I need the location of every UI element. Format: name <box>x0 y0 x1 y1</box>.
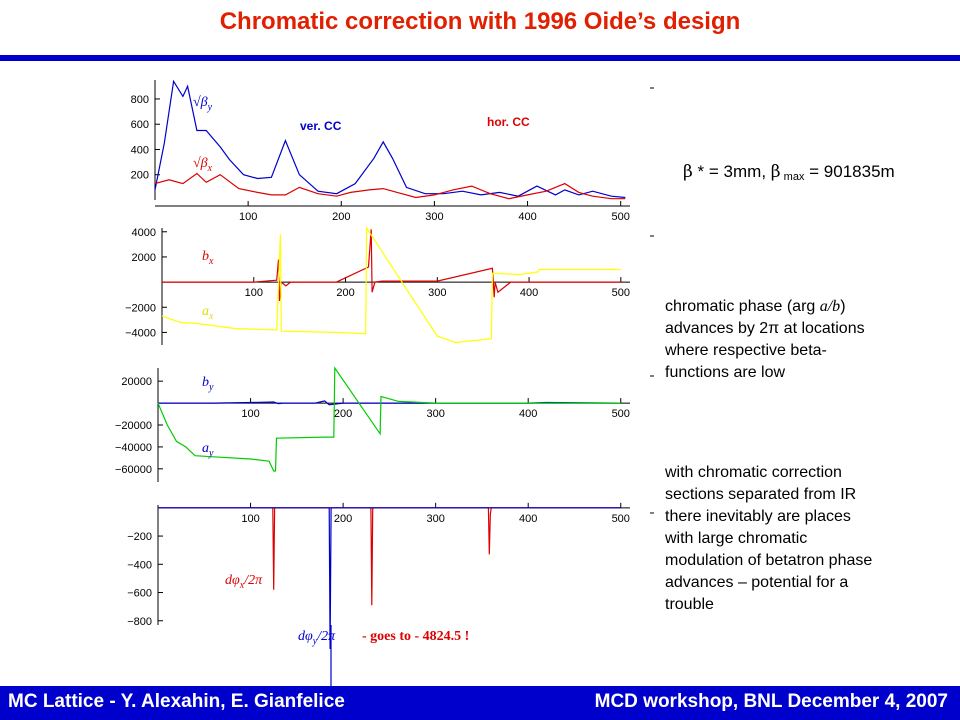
beta-symbol: β <box>683 162 693 182</box>
note2-line: with chromatic correction <box>665 464 842 481</box>
chart-panel-2: 100 200 300 400 500 4000 2000 −2000 −4000 <box>125 226 654 345</box>
ay-label: ay <box>202 441 214 459</box>
series-line <box>161 226 621 344</box>
x-tick-label: 400 <box>519 408 537 420</box>
dphi-x-label: dφx/2π <box>225 573 263 591</box>
y-tick-label: −2000 <box>125 302 156 314</box>
note1-line3: where respective beta- <box>665 342 827 359</box>
x-tick-label: 400 <box>519 513 537 525</box>
note2-line: modulation of betatron phase <box>665 552 873 569</box>
panel-labels: ver. CC hor. CC√βy√βxbxaxbyaydφx/2πdφy/2π… <box>193 95 530 686</box>
x-tick-label: 500 <box>612 513 630 525</box>
x-tick-label: 500 <box>612 408 630 420</box>
x-tick-label: 300 <box>428 287 446 299</box>
bx-label: bx <box>202 249 214 267</box>
y-tick-label: −40000 <box>115 442 152 454</box>
footer-bar: MC Lattice - Y. Alexahin, E. Gianfelice … <box>0 686 960 720</box>
y-tick-label: 200 <box>131 170 149 182</box>
x-tick-label: 300 <box>425 211 443 223</box>
ver-cc-label: ver. CC <box>300 119 342 133</box>
note2-line: trouble <box>665 596 714 613</box>
x-tick-label: 200 <box>334 513 352 525</box>
y-tick-label: 2000 <box>132 252 156 264</box>
hor-cc-label: hor. CC <box>487 115 530 129</box>
y-tick-label: −200 <box>127 531 152 543</box>
x-tick-label: 400 <box>518 211 536 223</box>
y-tick-label: −20000 <box>115 420 152 432</box>
note2-line: there inevitably are places <box>665 508 851 525</box>
x-tick-label: 400 <box>520 287 538 299</box>
sqrt-beta-y-label: √βy <box>193 95 213 113</box>
beta-star-text3: = 901835m <box>804 162 895 181</box>
chart-panel-1: 100 200 300 400 500 200 400 600 800 <box>131 79 654 223</box>
x-tick-label: 500 <box>612 287 630 299</box>
note2-line: with large chromatic <box>665 530 808 547</box>
title-rule <box>0 55 960 61</box>
x-tick-label: 200 <box>336 287 354 299</box>
series-line <box>154 79 626 199</box>
x-tick-label: 200 <box>332 211 350 223</box>
y-tick-label: −60000 <box>115 464 152 476</box>
x-tick-label: 100 <box>241 408 259 420</box>
x-tick-label: 100 <box>245 287 263 299</box>
y-tick-label: −800 <box>127 616 152 628</box>
x-tick-label: 300 <box>426 408 444 420</box>
y-tick-label: −600 <box>127 588 152 600</box>
beta-symbol-2: β <box>770 162 781 182</box>
x-tick-label: 500 <box>612 211 630 223</box>
x-tick-label: 200 <box>334 408 352 420</box>
note-chromatic-phase: chromatic phase (arg a/b) advances by 2π… <box>665 296 865 384</box>
beta-star-note: β * = 3mm, β max = 901835m <box>683 162 895 183</box>
sqrt-beta-x-label: √βx <box>193 156 213 174</box>
y-tick-label: 4000 <box>132 227 156 239</box>
series-line <box>158 507 621 606</box>
note-chromatic-correction: with chromatic correction sections separ… <box>665 462 872 616</box>
note1-line1: chromatic phase (arg a/b) <box>665 298 846 315</box>
x-tick-label: 300 <box>426 513 444 525</box>
ax-label: ax <box>202 304 214 322</box>
y-tick-label: 400 <box>131 144 149 156</box>
chart-panel-4: 100 200 300 400 500 −200 −400 −600 −800 <box>127 502 654 650</box>
note2-line: advances – potential for a <box>665 574 849 591</box>
slide-title: Chromatic correction with 1996 Oide’s de… <box>219 8 741 35</box>
by-label: by <box>202 375 214 393</box>
series-line <box>158 507 621 650</box>
y-tick-label: 20000 <box>121 376 152 388</box>
note2-line: sections separated from IR <box>665 486 857 503</box>
plot-layer: 100 200 300 400 500 200 400 600 800 100 200 300 400 5… <box>115 79 654 686</box>
y-tick-label: −400 <box>127 559 152 571</box>
note1-line4: functions are low <box>665 364 786 381</box>
y-tick-label: 800 <box>131 94 149 106</box>
series-line <box>157 366 621 472</box>
footer-event: MCD workshop, BNL December 4, 2007 <box>594 691 948 712</box>
y-tick-label: 600 <box>131 119 149 131</box>
x-tick-label: 100 <box>239 211 257 223</box>
beta-max-sub: max <box>780 171 805 183</box>
series-line <box>154 172 626 200</box>
x-tick-label: 100 <box>241 513 259 525</box>
note1-line2: advances by 2π at locations <box>665 320 865 337</box>
footer-authors: MC Lattice - Y. Alexahin, E. Gianfelice <box>8 691 345 712</box>
y-tick-label: −4000 <box>125 327 156 339</box>
beta-star-text1: * = 3mm, <box>692 162 771 181</box>
goes-to-label: - goes to - 4824.5 ! <box>362 629 469 644</box>
chart-panel-3: 100 200 300 400 500 20000 −20000 −40000 −60000 <box>115 366 654 482</box>
